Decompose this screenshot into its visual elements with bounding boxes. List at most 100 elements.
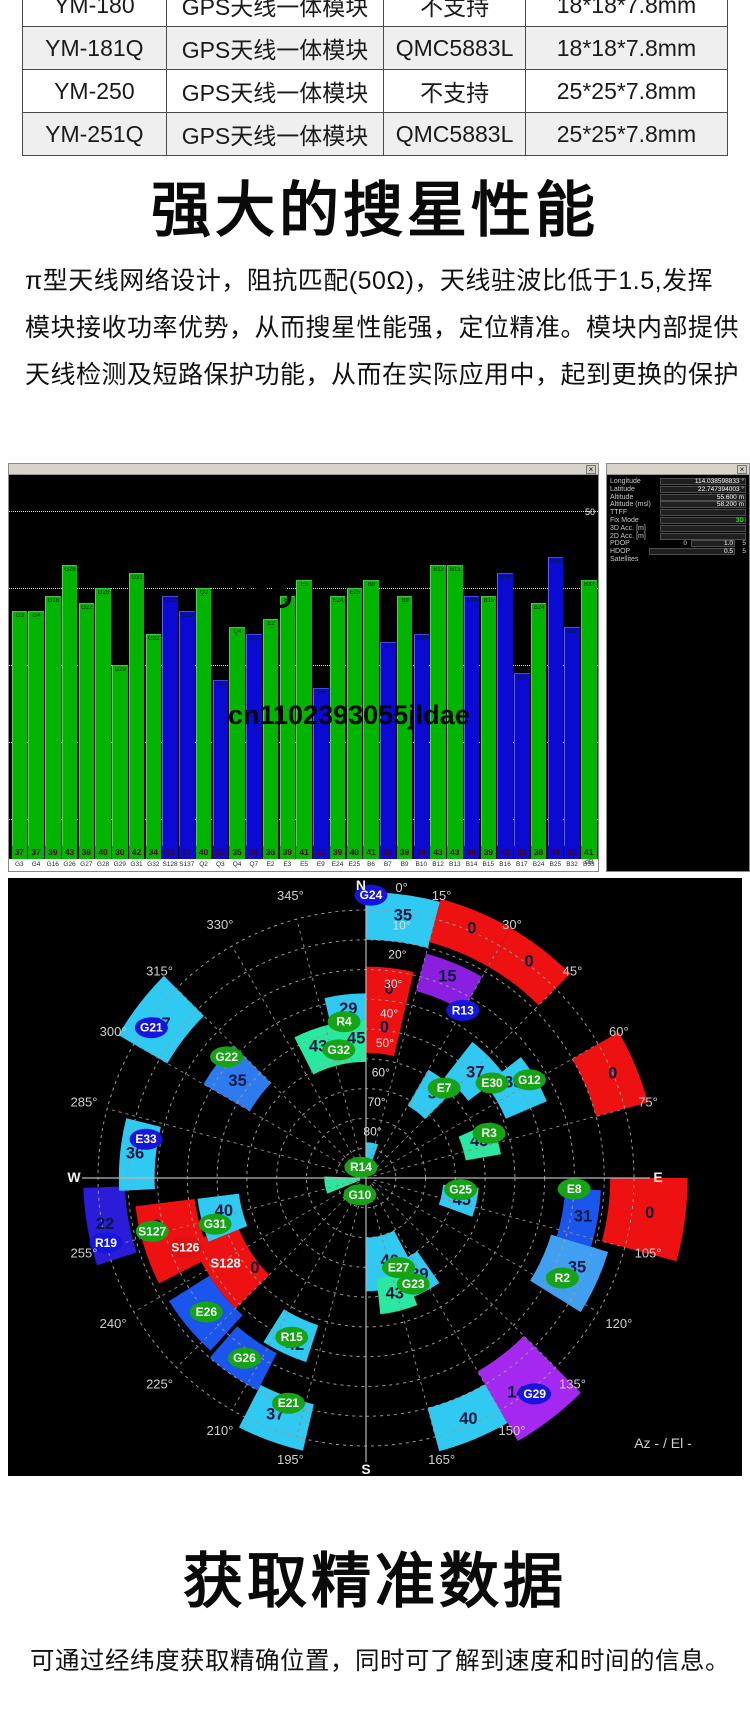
sat-id-label: E9: [316, 861, 325, 868]
segment-value: 15: [438, 967, 456, 985]
sat-id-label: G4: [31, 861, 41, 868]
satellite-id: S127: [138, 1224, 166, 1238]
azimuth-label: W: [67, 1169, 81, 1185]
satellite-id: G12: [518, 1073, 541, 1087]
snr-value: 37: [11, 846, 28, 859]
satellite-id: G32: [327, 1043, 350, 1057]
snr-bar: B33: [581, 580, 597, 846]
satellite-id: G29: [523, 1387, 546, 1401]
satellite-bubble: [354, 884, 388, 906]
sat-id-label: E5: [300, 861, 309, 868]
close-icon[interactable]: ×: [586, 465, 596, 474]
gnss-app-screenshot: × 5040302010G3G4G16G26G27G28G29G31G32S12…: [0, 455, 750, 875]
status-value: 58.200 m: [660, 501, 746, 509]
azimuth-label: 135°: [559, 1376, 586, 1391]
skyplot-radial: [371, 988, 556, 1173]
spec-table-row: YM-180 GPS天线一体模块 不支持 18*18*7.8mm: [22, 0, 729, 27]
azimuth-label: 240°: [100, 1316, 127, 1331]
satellite-id: G10: [349, 1188, 372, 1202]
azimuth-label: 15°: [432, 888, 452, 903]
azimuth-label: N: [356, 878, 366, 893]
azel-corner-label: Az - / El -: [634, 1435, 692, 1451]
sat-id-tip: G16: [47, 597, 59, 604]
skyplot: 350000150031351440403943453742S128000402…: [8, 878, 742, 1476]
snr-bar: S137: [179, 611, 195, 846]
segment-value: 0: [385, 980, 394, 998]
sat-id-label: B13: [449, 861, 461, 868]
segment-value: 40: [459, 1410, 477, 1428]
status-min: 0: [683, 540, 687, 548]
sat-id-tip: S128: [163, 597, 178, 604]
spec-table-cell: 不支持: [383, 0, 526, 27]
sat-id-tip: B6: [367, 582, 376, 589]
azimuth-label: 195°: [277, 1452, 304, 1467]
spec-table-cell: QMC5883L: [383, 112, 526, 156]
skyplot-radial: [176, 988, 361, 1173]
satellite-id: G21: [140, 1021, 163, 1035]
snr-bar: G28: [95, 588, 111, 846]
snr-value: 38: [78, 846, 95, 859]
satellite-bubble: [322, 1039, 356, 1061]
spec-table-row: YM-181Q GPS天线一体模块 QMC5883L 18*18*7.8mm: [22, 26, 729, 70]
snr-value: 43: [447, 846, 463, 859]
sat-id-label: G3: [14, 861, 24, 868]
snr-bar: B6: [363, 580, 379, 846]
segment-value: 35: [394, 907, 412, 925]
satellite-id: G24: [360, 888, 383, 902]
sat-id-tip: E2: [267, 620, 275, 627]
segment-value: 0: [645, 1204, 654, 1222]
sat-id-label: Q7: [249, 861, 259, 868]
snr-bar: E3: [279, 595, 296, 846]
satellite-id: E27: [388, 1261, 410, 1275]
sat-id-label: E24: [331, 861, 344, 868]
sat-id-label: G31: [130, 861, 143, 868]
status-label: Satellites: [610, 556, 639, 563]
spec-table-cell: 25*25*7.8mm: [524, 112, 729, 156]
snr-value: 39: [329, 846, 346, 859]
snr-chart-window: × 5040302010G3G4G16G26G27G28G29G31G32S12…: [8, 463, 599, 872]
satellite-bubble: [129, 1128, 163, 1150]
skyplot-segment: [416, 953, 483, 1011]
elevation-label: 20°: [388, 948, 406, 962]
skyplot-radial: [367, 1185, 436, 1437]
snr-bar: E5: [296, 580, 312, 846]
status-row: Fix Mode 3D: [607, 517, 749, 525]
status-value: 114.038598833 °: [660, 478, 746, 485]
sat-id-tip: B16: [500, 574, 511, 581]
window-titlebar: ×: [9, 464, 598, 475]
skyplot-radial: [369, 945, 501, 1172]
snr-value: 43: [61, 846, 78, 859]
status-label: Altitude: [610, 493, 634, 501]
status-row: 2D Acc. [m]: [607, 532, 749, 541]
spec-table-cell: 18*18*7.8mm: [524, 0, 729, 27]
snr-bar: G4: [28, 611, 44, 846]
sat-id-label: G27: [80, 861, 93, 868]
snr-bar: B13: [447, 564, 463, 846]
snr-value: 38: [530, 846, 547, 859]
status-label: Fix Mode: [610, 517, 639, 524]
elevation-label: 40°: [380, 1007, 398, 1021]
status-row: Latitude 22.747394003 °: [607, 485, 749, 494]
axis-unit-label: dB: [585, 859, 594, 866]
sat-id-tip: G27: [81, 605, 93, 612]
snr-value: 33: [380, 846, 396, 859]
status-value: [660, 524, 746, 532]
snr-value: 35: [229, 846, 245, 859]
status-row: Satellites: [607, 556, 749, 564]
satellite-bubble: [343, 1184, 377, 1206]
skyplot-radial: [373, 1108, 625, 1177]
skyplot-radial: [367, 919, 436, 1171]
sat-id-tip: B33: [583, 582, 595, 589]
snr-value: 42: [128, 846, 145, 859]
status-max: 5: [742, 540, 746, 548]
azimuth-label: S: [361, 1461, 370, 1476]
close-icon[interactable]: ×: [737, 465, 747, 474]
spec-table-cell: GPS天线一体模块: [165, 69, 385, 113]
skyplot-radial: [231, 1184, 363, 1411]
satellite-bubble: [427, 1077, 461, 1099]
snr-value: 34: [246, 846, 262, 859]
sat-id-tip: B12: [433, 566, 444, 573]
status-value: [660, 532, 746, 540]
skyplot-radial: [231, 945, 363, 1172]
skyplot-radial: [296, 919, 365, 1171]
